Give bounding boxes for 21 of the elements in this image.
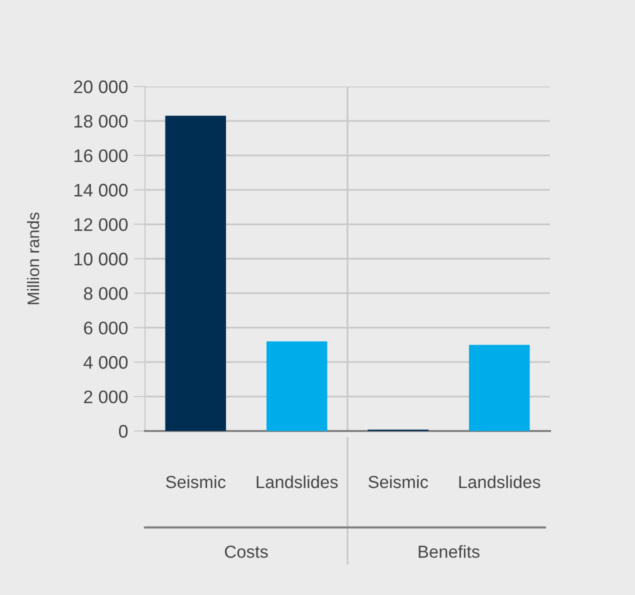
- y-tick-label: 12 000: [74, 218, 128, 232]
- x-tick-label: Landslides: [459, 475, 540, 488]
- x-tick-label: Seismic: [166, 475, 226, 488]
- y-tick-label: 6 000: [84, 322, 128, 334]
- text: Costs: [224, 546, 268, 558]
- y-tick-label: 0: [119, 424, 128, 438]
- text: Benefits: [418, 545, 480, 558]
- bar: [469, 344, 530, 431]
- y-tick-label: 20 000: [74, 80, 128, 94]
- y-tick-label: 8 000: [84, 287, 128, 300]
- y-tick-label: 4 000: [84, 356, 128, 369]
- y-tick-label: 10 000: [74, 252, 128, 266]
- y-tick-label: 14 000: [74, 184, 128, 197]
- bar: [165, 116, 226, 431]
- x-tick-label: Landslides: [256, 475, 338, 488]
- y-axis-title: Million rands: [27, 212, 40, 304]
- y-tick-label: 18 000: [74, 114, 128, 128]
- x-tick-label: Seismic: [368, 475, 428, 488]
- y-tick-label: 2 000: [84, 390, 128, 404]
- y-tick-label: 16 000: [74, 149, 128, 162]
- bar: [266, 341, 328, 431]
